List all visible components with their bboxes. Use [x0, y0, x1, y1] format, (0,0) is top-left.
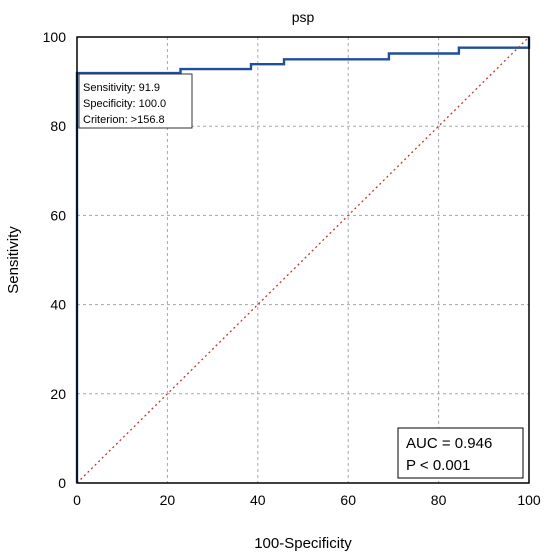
- criterion-annotation: Sensitivity: 91.9 Specificity: 100.0 Cri…: [78, 73, 193, 129]
- auc-stats-box: AUC = 0.946 P < 0.001: [397, 427, 524, 479]
- x-axis-title: 100-Specificity: [254, 535, 352, 552]
- y-axis-title: Sensitivity: [5, 226, 22, 294]
- x-tick-label: 60: [340, 492, 356, 508]
- tick-labels: 0 20 40 60 80 100 0 20 40 60 80 100: [43, 29, 541, 508]
- x-tick-label: 0: [73, 492, 81, 508]
- auc-value: AUC = 0.946: [406, 435, 492, 452]
- roc-curve-line: [75, 37, 531, 483]
- x-tick-label: 20: [160, 492, 176, 508]
- reference-diagonal-line: [76, 36, 530, 484]
- annotation-frame: [78, 73, 193, 129]
- y-tick-label: 60: [50, 207, 66, 223]
- annotation-criterion: Criterion: >156.8: [83, 114, 165, 126]
- plot-frame: [76, 36, 530, 484]
- x-tick-label: 40: [250, 492, 266, 508]
- x-tick-label: 80: [431, 492, 447, 508]
- annotation-sensitivity: Sensitivity: 91.9: [83, 82, 160, 94]
- y-tick-label: 40: [50, 297, 66, 313]
- series: [75, 36, 531, 484]
- y-tick-label: 100: [43, 29, 67, 45]
- x-tick-label: 100: [517, 492, 541, 508]
- y-tick-label: 20: [50, 386, 66, 402]
- y-tick-label: 0: [58, 475, 66, 491]
- annotation-specificity: Specificity: 100.0: [83, 98, 166, 110]
- stats-frame: [397, 427, 524, 479]
- p-value: P < 0.001: [406, 457, 470, 474]
- chart-title: psp: [292, 9, 315, 25]
- y-tick-label: 80: [50, 118, 66, 134]
